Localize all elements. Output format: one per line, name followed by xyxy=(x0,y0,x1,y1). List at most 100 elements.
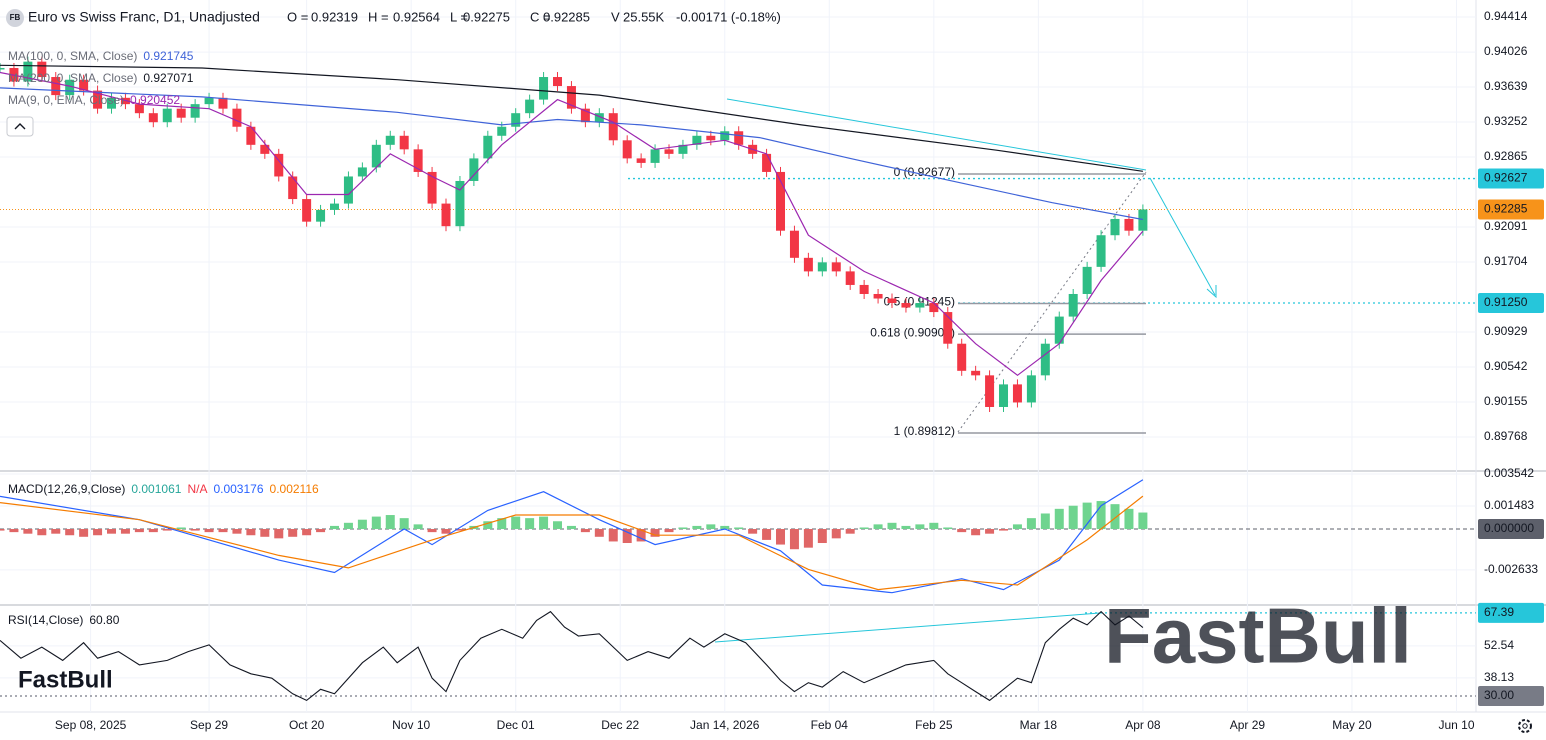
x-tick-label: Mar 18 xyxy=(1020,718,1058,732)
candle xyxy=(915,303,925,308)
ohlc-value: 0.92319 xyxy=(311,9,358,24)
candle xyxy=(539,77,549,100)
histogram-bar xyxy=(343,522,353,530)
candle xyxy=(664,149,674,154)
legend-name: RSI(14,Close) xyxy=(8,613,83,627)
histogram-bar xyxy=(636,529,646,542)
gear-center xyxy=(1522,723,1528,729)
moving-average-line xyxy=(0,64,1143,172)
candle xyxy=(1068,293,1078,317)
histogram-bar xyxy=(176,527,186,530)
y-tick-label: 0.94414 xyxy=(1484,9,1528,23)
histogram-bar xyxy=(232,529,242,534)
macd-line xyxy=(0,495,1144,591)
legend-entry: MACD(12,26,9,Close) 0.001061 N/A 0.003176 0.… xyxy=(8,482,319,496)
candle xyxy=(260,144,270,154)
trend-line xyxy=(726,98,1147,171)
candle xyxy=(190,104,200,118)
histogram-bar xyxy=(399,518,409,530)
fib-label: 1 (0.89812) xyxy=(894,424,955,438)
macd-line xyxy=(0,479,1144,594)
settings-icon[interactable] xyxy=(1518,719,1532,733)
candle xyxy=(594,113,604,123)
candle xyxy=(706,135,716,141)
candle xyxy=(762,153,772,172)
histogram-bar xyxy=(9,529,19,533)
y-tick-label: 0.89768 xyxy=(1484,429,1528,443)
candle xyxy=(176,108,186,118)
histogram-bar xyxy=(218,529,228,533)
histogram-bar xyxy=(204,529,214,533)
histogram-bar xyxy=(985,529,995,534)
histogram-bar xyxy=(553,521,563,530)
candle xyxy=(845,271,855,285)
chart-title: Euro vs Swiss Franc, D1, Unadjusted xyxy=(28,9,260,25)
histogram-bar xyxy=(93,529,103,536)
histogram-bar xyxy=(65,529,75,536)
candle xyxy=(134,104,144,114)
logo: FastBull xyxy=(18,666,113,693)
candle xyxy=(566,86,576,109)
histogram-bar xyxy=(1124,508,1134,530)
ohlc-value: 0.92285 xyxy=(543,9,590,24)
candle xyxy=(288,176,298,200)
candle xyxy=(525,99,535,114)
histogram-bar xyxy=(539,516,549,530)
symbol-badge xyxy=(6,9,24,27)
candle xyxy=(204,97,214,105)
legend-entry: MA(9, 0, EMA, Close) 0.920452 xyxy=(8,93,180,107)
candle xyxy=(1096,235,1106,267)
histogram-bar xyxy=(1110,504,1120,530)
drawings xyxy=(714,98,1217,643)
candle xyxy=(1082,266,1092,294)
histogram-bar xyxy=(999,529,1009,531)
candle xyxy=(1026,375,1036,403)
histogram-bar xyxy=(762,529,772,540)
histogram-bar xyxy=(1082,502,1092,530)
symbol-badge-text: FB xyxy=(10,13,21,22)
gear[interactable] xyxy=(1518,719,1532,733)
candle xyxy=(776,171,786,231)
projection-arrow xyxy=(1149,177,1216,296)
candle xyxy=(636,158,646,163)
plot: 0 (0.92677)0.5 (0.91245)0.618 (0.90906)1… xyxy=(0,56,1476,702)
candle xyxy=(274,153,284,177)
legend-name: MACD(12,26,9,Close) xyxy=(8,482,125,496)
histogram-bar xyxy=(566,525,576,530)
candle xyxy=(427,171,437,204)
histogram-bar xyxy=(148,529,158,533)
histogram-bar xyxy=(664,529,674,533)
histogram-bar xyxy=(706,524,716,530)
histogram-bar xyxy=(260,529,270,537)
candle xyxy=(497,126,507,136)
histogram-bar xyxy=(859,527,869,530)
level-box xyxy=(1478,293,1544,314)
fib-label: 0.618 (0.90906) xyxy=(870,325,955,339)
candle xyxy=(413,149,423,172)
level-label: 67.39 xyxy=(1484,605,1514,619)
candle xyxy=(37,61,47,78)
collapse-button[interactable] xyxy=(6,116,34,137)
histogram-bar xyxy=(734,527,744,530)
legend-name: MA(200, 0, SMA, Close) xyxy=(8,71,137,85)
legend-value: N/A xyxy=(187,482,207,496)
ohlc-key: C = xyxy=(530,9,551,24)
legend-value: 0.921745 xyxy=(143,49,193,63)
ohlc-key: V xyxy=(611,9,620,24)
candle xyxy=(608,113,618,141)
candle xyxy=(957,343,967,371)
histogram-bar xyxy=(120,529,130,534)
histogram-bar xyxy=(901,525,911,530)
candle xyxy=(469,158,479,181)
rsi-line xyxy=(0,610,1144,702)
candle xyxy=(385,135,395,145)
candle xyxy=(734,131,744,145)
last-price-label: 0.92285 xyxy=(1484,202,1528,216)
histogram-bar xyxy=(134,529,144,533)
legend-value: 0.003176 xyxy=(213,482,263,496)
collapse-box[interactable] xyxy=(6,116,34,137)
candle xyxy=(1040,343,1050,376)
candle xyxy=(148,113,158,123)
x-tick-label: Oct 20 xyxy=(289,718,325,732)
